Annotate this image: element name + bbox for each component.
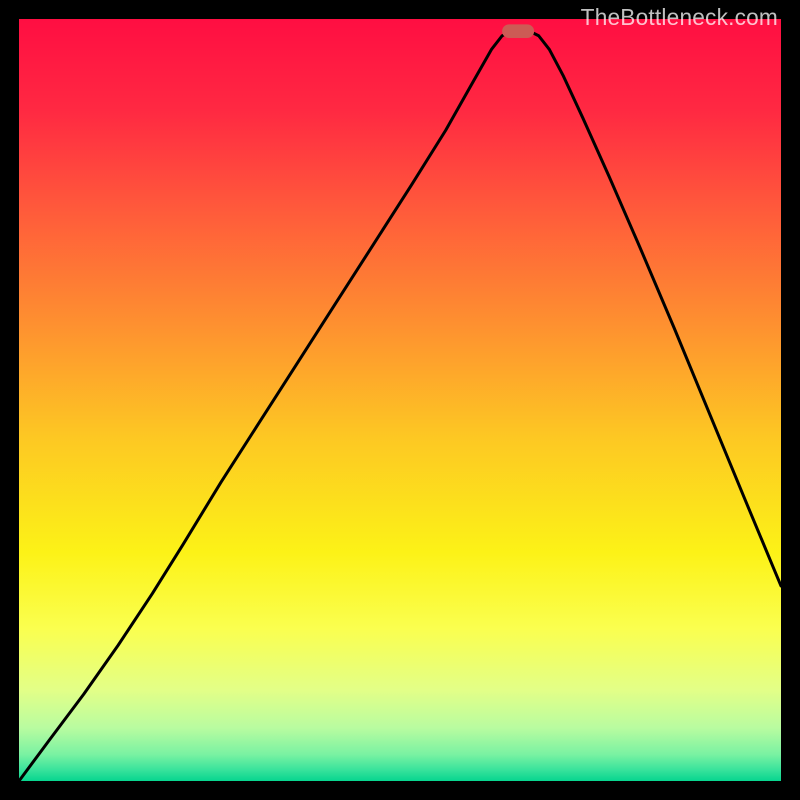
highlight-marker	[19, 19, 781, 781]
watermark-text: TheBottleneck.com	[581, 4, 778, 31]
